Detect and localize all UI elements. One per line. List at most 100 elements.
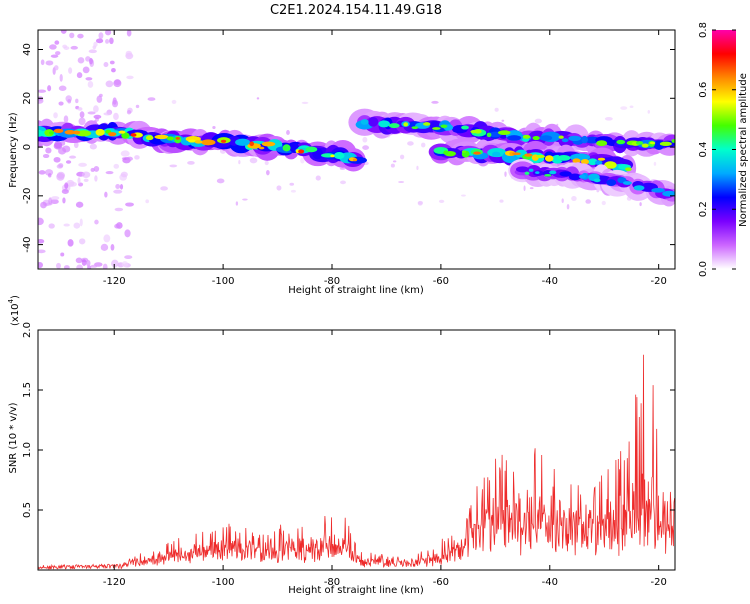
heatmap-cell (53, 65, 59, 71)
heatmap-cell (53, 112, 58, 119)
heatmap-cell (125, 50, 133, 57)
heatmap-cell (261, 141, 276, 147)
heatmap-cell (49, 44, 57, 50)
y-tick-label: 40 (22, 43, 33, 56)
y-tick-label: 1.5 (22, 382, 33, 398)
x-tick-label: -100 (212, 276, 235, 287)
x-tick-label: -80 (324, 276, 340, 287)
heatmap-cell (340, 180, 346, 185)
heatmap-cell (529, 187, 534, 190)
heatmap-cell (561, 138, 569, 143)
heatmap-cell (145, 135, 154, 141)
heatmap-cell (96, 95, 103, 103)
heatmap-cell (604, 161, 617, 169)
heatmap-cell (301, 101, 309, 104)
heatmap-cell (258, 146, 265, 150)
x-tick-label: -20 (650, 276, 666, 287)
heatmap-cell (171, 99, 177, 104)
spectrogram-x-ticks: -120 -100 -80 -60 -40 -20 (103, 30, 667, 287)
heatmap-cell (93, 114, 102, 119)
y-tick-label: 2.0 (22, 322, 33, 338)
heatmap-cell (61, 189, 69, 194)
heatmap-cell (110, 244, 115, 251)
heatmap-cell (111, 259, 119, 268)
heatmap-cell (147, 97, 156, 101)
heatmap-cell (587, 158, 598, 166)
x-tick-label: -60 (433, 577, 449, 588)
heatmap-cell (360, 119, 369, 125)
heatmap-cell (625, 167, 632, 172)
heatmap-cell (398, 180, 405, 184)
heatmap-cell (438, 199, 445, 203)
heatmap-cell (474, 129, 482, 134)
heatmap-cell (134, 155, 140, 160)
heatmap-cell (539, 135, 553, 141)
heatmap-cell (403, 122, 409, 127)
heatmap-cell (423, 122, 431, 126)
heatmap-cell (121, 261, 129, 268)
heatmap-cell (59, 73, 63, 82)
heatmap-cell (40, 201, 47, 209)
heatmap-cell (512, 152, 521, 156)
heatmap-cell (315, 175, 321, 181)
heatmap-cell (82, 66, 90, 74)
heatmap-cell (119, 183, 124, 190)
colorbar-ticks: 0.0 0.2 0.4 0.6 0.8 (698, 22, 736, 277)
heatmap-cell (249, 157, 258, 164)
heatmap-cell (83, 178, 89, 182)
figure-title: C2E1.2024.154.11.49.G18 (270, 3, 442, 18)
heatmap-cell (73, 141, 79, 149)
heatmap-cell (651, 187, 665, 193)
heatmap-cell (77, 57, 85, 64)
heatmap-cell (594, 160, 603, 165)
heatmap-cell (606, 179, 617, 186)
heatmap-cell (38, 238, 45, 244)
heatmap-cell (94, 175, 98, 182)
heatmap-cell (69, 32, 75, 39)
heatmap-cell (352, 158, 358, 162)
heatmap-cell (130, 133, 137, 137)
heatmap-cell (105, 171, 114, 175)
heatmap-cell (188, 139, 196, 143)
heatmap-cell (378, 120, 390, 128)
snr-panel: -120 -100 -80 -60 -40 -20 0.5 1.0 1.5 2.0 Height… (7, 295, 676, 596)
heatmap-cell (103, 234, 111, 243)
svg-text:(x104): (x104) (7, 295, 21, 326)
heatmap-cell (76, 264, 83, 269)
heatmap-cell (216, 178, 225, 184)
heatmap-cell (596, 140, 608, 147)
heatmap-cell (220, 139, 227, 143)
heatmap-cell (68, 67, 73, 74)
heatmap-cell (50, 54, 59, 58)
heatmap-cell (87, 111, 96, 115)
heatmap-cell (264, 160, 269, 166)
heatmap-cell (647, 110, 651, 114)
x-tick-label: -20 (650, 577, 666, 588)
heatmap-cell (169, 164, 178, 168)
heatmap-cell (56, 173, 65, 181)
snr-x-axis-label: Height of straight line (km) (288, 585, 424, 596)
heatmap-cell (62, 44, 68, 49)
heatmap-cell (126, 156, 133, 161)
heatmap-cell (392, 160, 397, 163)
y-tick-label: 1.0 (22, 442, 33, 458)
heatmap-cell (300, 157, 305, 164)
heatmap-cell (126, 109, 132, 115)
snr-x-ticks: -120 -100 -80 -60 -40 -20 (103, 330, 667, 588)
heatmap-cell (114, 207, 124, 212)
heatmap-cell (81, 171, 91, 178)
colorbar-tick-label: 0.8 (698, 22, 709, 38)
heatmap-cell (108, 132, 117, 137)
heatmap-cell (580, 159, 589, 165)
heatmap-cell (524, 153, 533, 157)
heatmap-cell (63, 115, 69, 123)
heatmap-cell (78, 162, 87, 167)
heatmap-cell (641, 143, 649, 148)
heatmap-cell (411, 126, 419, 130)
spectrogram-x-axis-label: Height of straight line (km) (288, 285, 424, 296)
heatmap-cell (461, 125, 469, 130)
heatmap-cell (56, 262, 61, 269)
heatmap-cell (390, 163, 395, 168)
heatmap-cell (64, 182, 69, 189)
